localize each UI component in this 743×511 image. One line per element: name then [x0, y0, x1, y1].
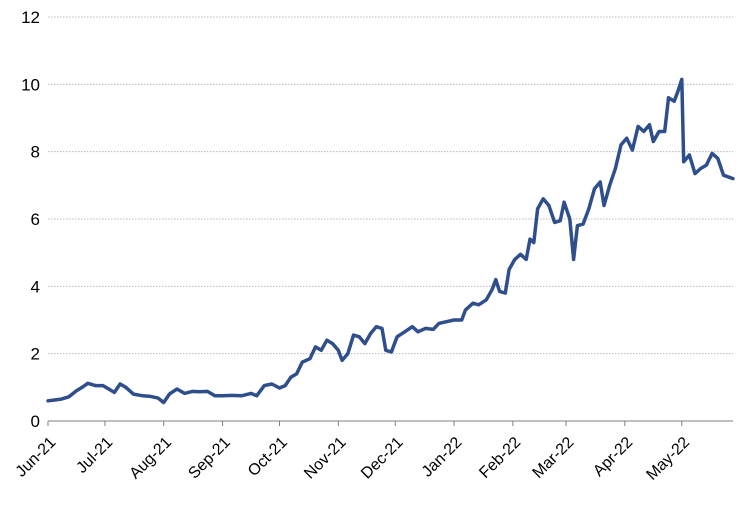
- x-tick-label: Feb-22: [476, 434, 524, 482]
- x-tick-label: Nov-21: [301, 434, 350, 483]
- x-tick-label: Mar-22: [530, 434, 578, 482]
- x-axis-ticks: Jun-21 Jul-21 Aug-21 Sep-21 Oct-21 Nov-21 Dec-…: [13, 421, 693, 484]
- x-tick-label: Jan-22: [419, 434, 466, 481]
- x-tick-label: Apr-22: [590, 434, 636, 480]
- y-tick-label: 8: [31, 143, 40, 162]
- series-line-0: [46, 77, 735, 405]
- x-tick-label: Jul-21: [73, 434, 116, 477]
- y-tick-label: 0: [31, 412, 40, 431]
- x-tick-label: May-22: [643, 434, 693, 484]
- y-tick-label: 12: [21, 8, 40, 27]
- y-tick-label: 2: [31, 345, 40, 364]
- x-tick-label: Aug-21: [127, 434, 176, 483]
- x-tick-label: Sep-21: [185, 434, 234, 483]
- gridlines: [48, 16, 733, 355]
- y-tick-label: 6: [31, 210, 40, 229]
- series-layer: [46, 77, 735, 405]
- y-axis-ticks: 0 2 4 6 8 10 12: [21, 8, 40, 431]
- y-tick-label: 4: [31, 277, 40, 296]
- x-tick-label: Jun-21: [13, 434, 60, 481]
- x-tick-label: Dec-21: [358, 434, 407, 483]
- y-tick-label: 10: [21, 75, 40, 94]
- x-tick-label: Oct-21: [245, 434, 291, 480]
